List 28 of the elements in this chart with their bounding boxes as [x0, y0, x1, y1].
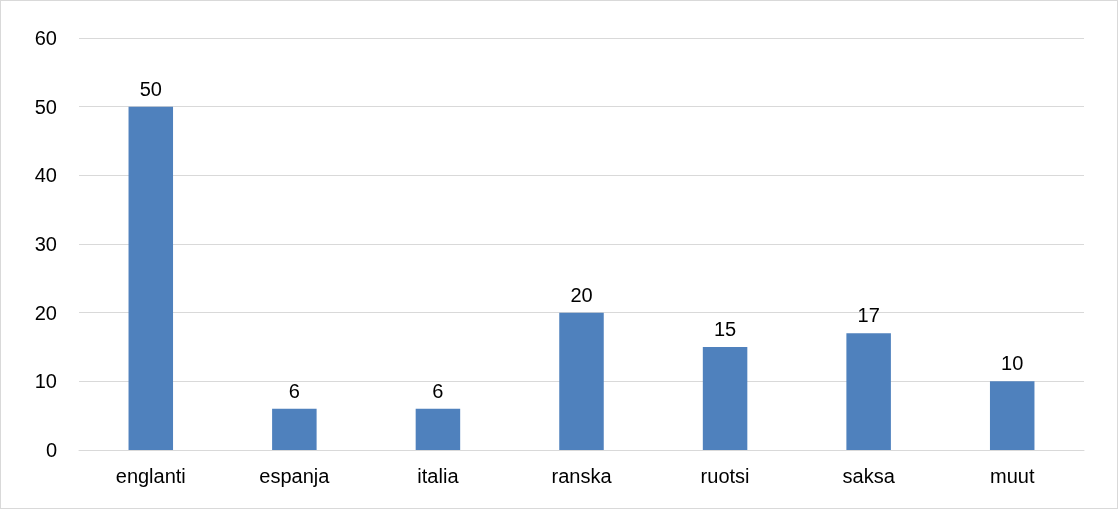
x-tick-label: ruotsi: [700, 465, 750, 487]
y-tick-label: 0: [45, 439, 57, 461]
bar: [128, 106, 174, 450]
y-tick-label: 50: [34, 95, 57, 118]
x-tick-label: ranska: [551, 465, 613, 487]
data-label: 6: [288, 379, 300, 402]
y-tick-label: 20: [34, 301, 57, 324]
bar: [702, 347, 748, 450]
y-tick-label: 30: [34, 233, 57, 255]
y-tick-label: 40: [34, 164, 57, 187]
x-tick-label: saksa: [842, 465, 896, 487]
data-label: 10: [1001, 352, 1024, 375]
y-tick-label: 10: [34, 370, 57, 393]
y-tick-label: 60: [34, 27, 57, 49]
bar: [559, 312, 604, 450]
data-label: 15: [713, 318, 737, 340]
x-tick-label: italia: [417, 465, 460, 487]
bar: [272, 408, 317, 450]
x-tick-label: englanti: [115, 465, 186, 487]
data-label: 6: [432, 379, 444, 402]
data-label: 50: [139, 77, 162, 100]
x-tick-label: espanja: [259, 465, 331, 487]
bar: [415, 408, 461, 450]
bar: [846, 333, 891, 450]
x-tick-label: muut: [989, 465, 1035, 487]
bar: [989, 381, 1035, 450]
data-label: 17: [857, 304, 880, 327]
data-label: 20: [570, 283, 593, 306]
